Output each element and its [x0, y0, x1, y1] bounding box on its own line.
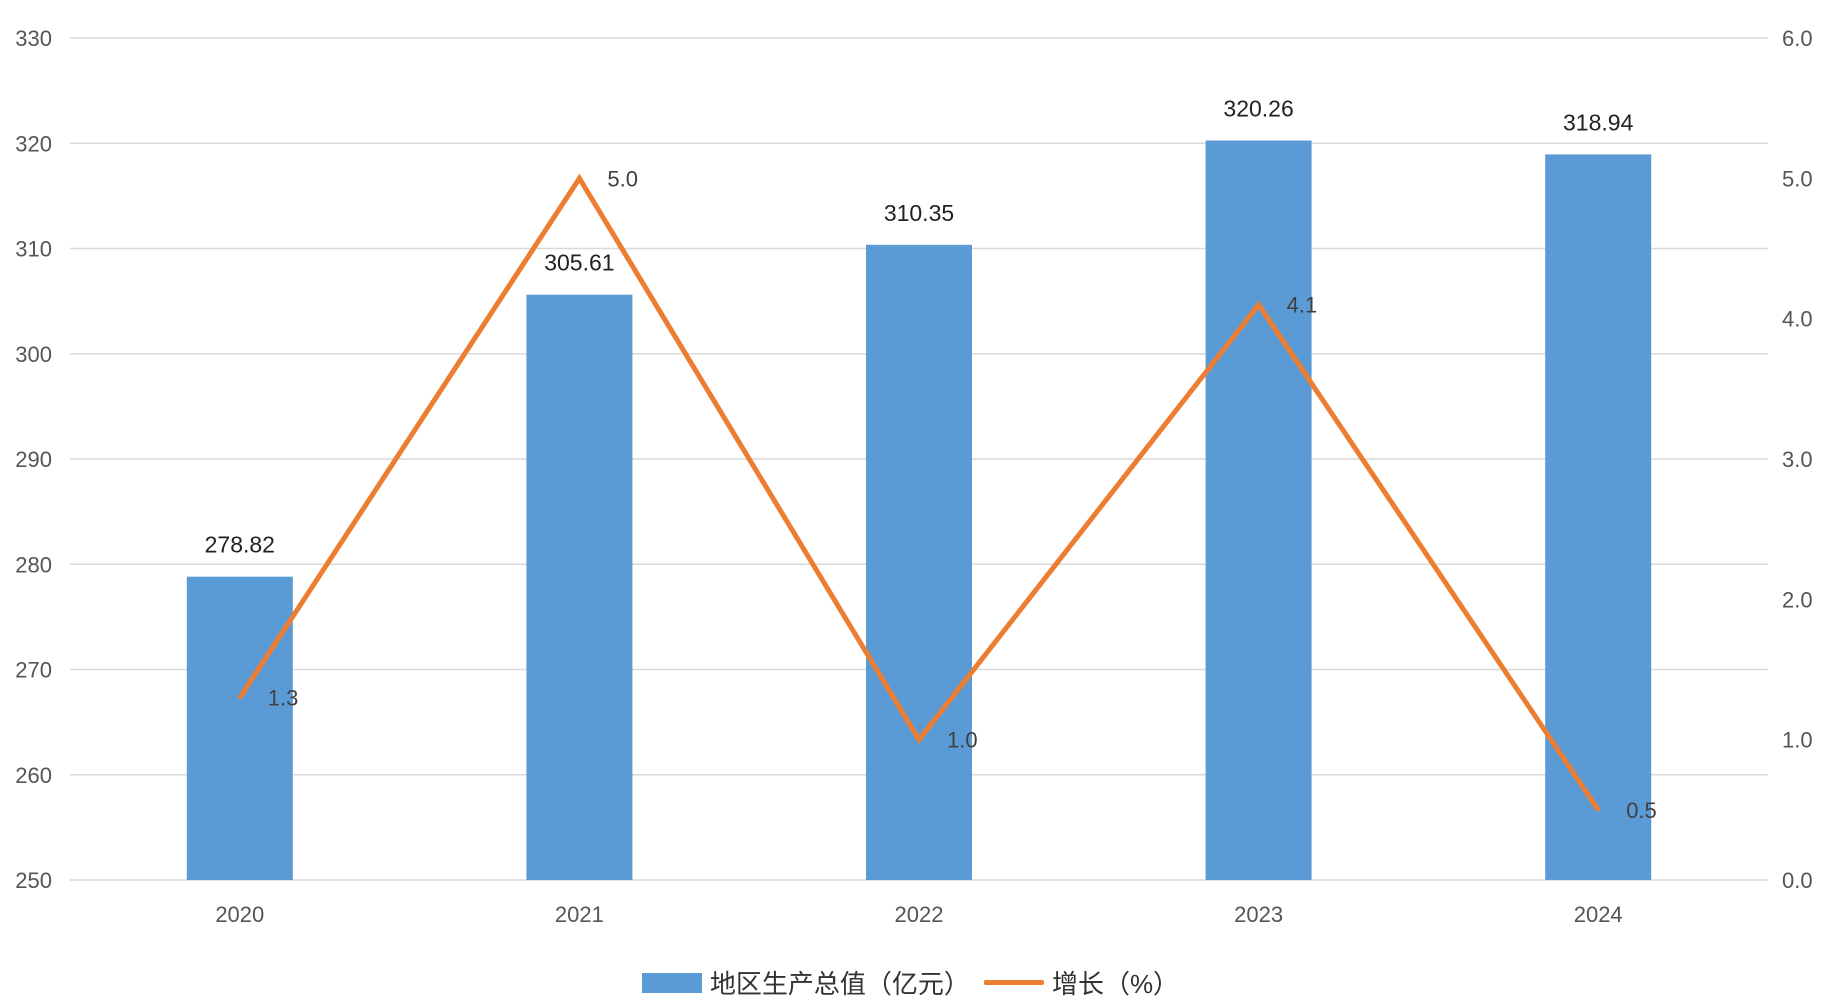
left-axis-tick: 320: [15, 131, 52, 156]
right-axis-tick: 5.0: [1782, 166, 1813, 191]
bar-data-label: 320.26: [1223, 96, 1293, 122]
legend-line-label: 增长（%）: [1051, 969, 1180, 999]
line-data-label: 1.0: [947, 728, 978, 753]
left-axis-tick: 260: [15, 763, 52, 788]
right-axis-tick: 0.0: [1782, 868, 1813, 893]
x-axis-tick: 2022: [895, 902, 944, 927]
line-data-labels: 1.3 5.0 1.0 4.1 0.5: [268, 166, 1657, 823]
legend: 地区生产总值（亿元） 增长（%）: [0, 964, 1821, 1001]
right-axis-tick: 1.0: [1782, 728, 1813, 753]
legend-item-line: 增长（%）: [983, 964, 1180, 1001]
line-point: [1257, 303, 1261, 307]
legend-bar-swatch: [641, 972, 702, 993]
bar-data-label: 278.82: [205, 532, 275, 558]
line-data-label: 0.5: [1626, 798, 1657, 823]
right-axis-tick: 4.0: [1782, 307, 1813, 332]
left-axis-tick: 280: [15, 552, 52, 577]
left-axis-tick: 270: [15, 658, 52, 683]
line-data-label: 5.0: [607, 166, 638, 191]
x-axis-ticks: 2020 2021 2022 2023 2024: [215, 902, 1622, 927]
line-series: [237, 173, 1601, 812]
right-axis-tick: 3.0: [1782, 447, 1813, 472]
left-axis-tick: 310: [15, 237, 52, 262]
line-point: [917, 738, 921, 742]
bar: [1205, 140, 1312, 881]
bar-data-label: 305.61: [544, 250, 614, 276]
line-data-label: 4.1: [1287, 293, 1318, 318]
bar-data-label: 310.35: [884, 200, 954, 226]
combo-chart: 250 260 270 280 290 300 310 320 330 0.0 1.0 2.0 3.0…: [15, 26, 1813, 927]
bar: [526, 294, 633, 881]
legend-item-bar: 地区生产总值（亿元）: [641, 964, 970, 1001]
line-data-label: 1.3: [268, 686, 299, 711]
bar: [186, 576, 293, 880]
bar-data-label: 318.94: [1563, 109, 1634, 135]
right-axis-ticks: 0.0 1.0 2.0 3.0 4.0 5.0 6.0: [1782, 26, 1813, 893]
left-axis-tick: 330: [15, 26, 52, 51]
legend-bar-label: 地区生产总值（亿元）: [709, 969, 970, 999]
bar-data-labels: 278.82 305.61 310.35 320.26 318.94: [205, 96, 1634, 558]
bar: [866, 244, 972, 880]
right-axis-tick: 6.0: [1782, 26, 1813, 51]
left-axis-tick: 290: [15, 447, 52, 472]
x-axis-tick: 2021: [555, 902, 604, 927]
x-axis-tick: 2020: [215, 902, 264, 927]
legend-line-swatch: [983, 980, 1044, 985]
line-point: [1596, 808, 1600, 812]
left-axis-tick: 250: [15, 868, 52, 893]
line-point: [238, 696, 242, 700]
left-axis-ticks: 250 260 270 280 290 300 310 320 330: [15, 26, 52, 893]
bar-series: [186, 140, 1652, 881]
bar: [1545, 154, 1652, 880]
x-axis-tick: 2023: [1234, 902, 1283, 927]
right-axis-tick: 2.0: [1782, 587, 1813, 612]
x-axis-tick: 2024: [1574, 902, 1623, 927]
left-axis-tick: 300: [15, 342, 52, 367]
line-point: [577, 176, 581, 180]
